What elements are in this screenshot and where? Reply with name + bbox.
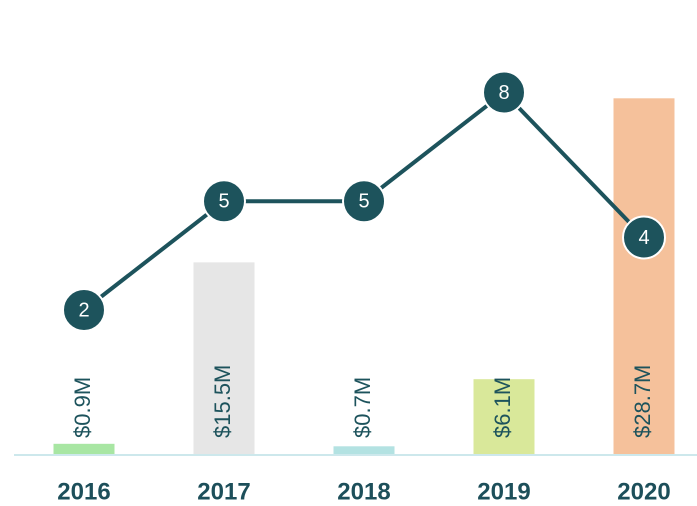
line-point: [342, 179, 386, 224]
bar-value-label: $0.9M: [70, 377, 95, 438]
bar: [53, 443, 115, 455]
point-label: 5: [218, 191, 229, 213]
line-point: [202, 179, 246, 224]
line-point: [62, 288, 106, 332]
bar: [333, 446, 395, 455]
bar-value-label: $28.7M: [630, 365, 655, 438]
bar: [613, 98, 675, 456]
bar-value-label: $15.5M: [210, 365, 235, 438]
line-point: [482, 70, 526, 115]
x-tick-label: 2017: [197, 478, 250, 505]
x-tick-label: 2019: [477, 478, 530, 505]
point-label: 5: [358, 191, 369, 213]
x-tick-label: 2016: [57, 478, 110, 505]
point-label: 2: [78, 299, 89, 321]
point-label: 8: [498, 82, 509, 104]
bar: [473, 379, 535, 455]
point-label: 4: [638, 227, 649, 249]
x-tick-label: 2018: [337, 478, 390, 505]
line-point: [622, 215, 666, 260]
x-tick-label: 2020: [617, 478, 670, 505]
bar-value-label: $0.7M: [350, 377, 375, 438]
bar-value-label: $6.1M: [490, 377, 515, 438]
bar: [193, 262, 255, 455]
